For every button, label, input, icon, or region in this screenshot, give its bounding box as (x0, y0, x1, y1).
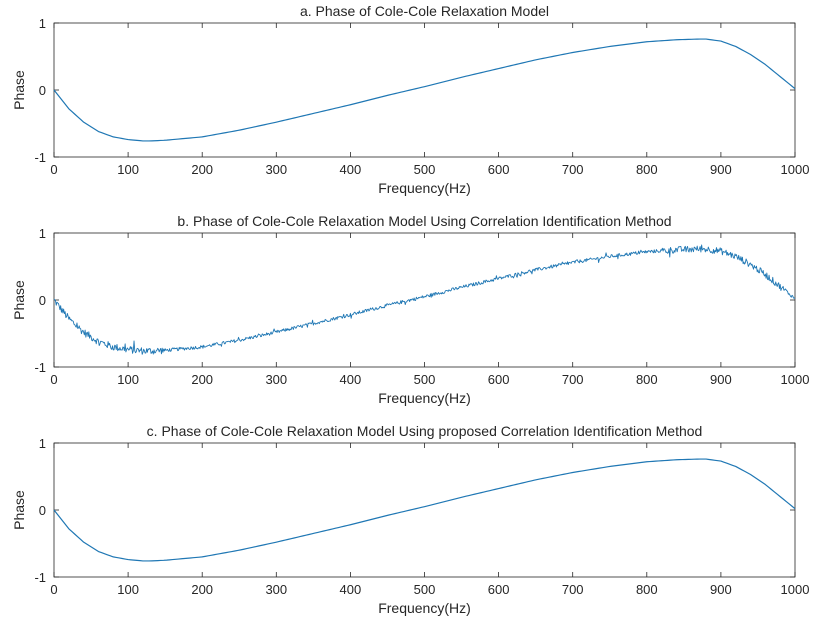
axes-box (53, 232, 796, 368)
x-tick-label: 200 (191, 582, 213, 597)
axes-box (53, 22, 796, 158)
x-tick-label: 600 (488, 162, 510, 177)
x-tick-label: 200 (191, 372, 213, 387)
x-tick-label: 0 (50, 582, 57, 597)
x-tick-label: 500 (414, 372, 436, 387)
y-tick-label: -1 (34, 570, 46, 585)
x-tick-label: 700 (562, 372, 584, 387)
x-tick-label: 100 (117, 582, 139, 597)
x-tick-label: 300 (265, 162, 287, 177)
x-tick-label: 300 (265, 582, 287, 597)
x-tick-label: 400 (340, 162, 362, 177)
x-axis-label: Frequency(Hz) (378, 600, 471, 616)
y-tick-label: 0 (39, 503, 46, 518)
x-axis-label: Frequency(Hz) (378, 180, 471, 196)
x-tick-label: 700 (562, 162, 584, 177)
chart-title: a. Phase of Cole-Cole Relaxation Model (300, 3, 549, 19)
y-tick-label: 1 (39, 16, 46, 31)
series-line (53, 38, 796, 142)
x-tick-label: 800 (636, 372, 658, 387)
x-tick-label: 800 (636, 582, 658, 597)
x-tick-label: 400 (340, 582, 362, 597)
y-tick-label: 1 (39, 436, 46, 451)
x-tick-label: 0 (50, 162, 57, 177)
y-axis-label: Phase (11, 280, 27, 320)
x-tick-label: 1000 (781, 582, 810, 597)
x-tick-label: 900 (710, 372, 732, 387)
y-axis-label: Phase (11, 490, 27, 530)
series-line (53, 244, 796, 355)
y-tick-label: 0 (39, 293, 46, 308)
x-tick-label: 700 (562, 582, 584, 597)
chart-title: c. Phase of Cole-Cole Relaxation Model U… (147, 423, 703, 439)
x-tick-label: 100 (117, 372, 139, 387)
y-tick-label: -1 (34, 360, 46, 375)
x-tick-label: 900 (710, 162, 732, 177)
axes-box (53, 442, 796, 578)
x-tick-label: 300 (265, 372, 287, 387)
x-tick-label: 600 (488, 582, 510, 597)
chart-title: b. Phase of Cole-Cole Relaxation Model U… (177, 213, 671, 229)
x-tick-label: 800 (636, 162, 658, 177)
panel-2: b. Phase of Cole-Cole Relaxation Model U… (11, 213, 809, 406)
y-tick-label: 1 (39, 226, 46, 241)
x-axis-label: Frequency(Hz) (378, 390, 471, 406)
x-tick-label: 900 (710, 582, 732, 597)
x-tick-label: 600 (488, 372, 510, 387)
x-tick-label: 100 (117, 162, 139, 177)
panel-1: a. Phase of Cole-Cole Relaxation Model 0 1… (11, 3, 809, 196)
y-tick-label: 0 (39, 83, 46, 98)
x-tick-label: 500 (414, 162, 436, 177)
x-tick-label: 400 (340, 372, 362, 387)
x-tick-label: 0 (50, 372, 57, 387)
x-tick-label: 1000 (781, 162, 810, 177)
y-tick-label: -1 (34, 150, 46, 165)
panel-3: c. Phase of Cole-Cole Relaxation Model U… (11, 423, 809, 616)
series-line (53, 458, 796, 562)
x-tick-label: 1000 (781, 372, 810, 387)
x-tick-label: 500 (414, 582, 436, 597)
y-axis-label: Phase (11, 70, 27, 110)
x-tick-label: 200 (191, 162, 213, 177)
